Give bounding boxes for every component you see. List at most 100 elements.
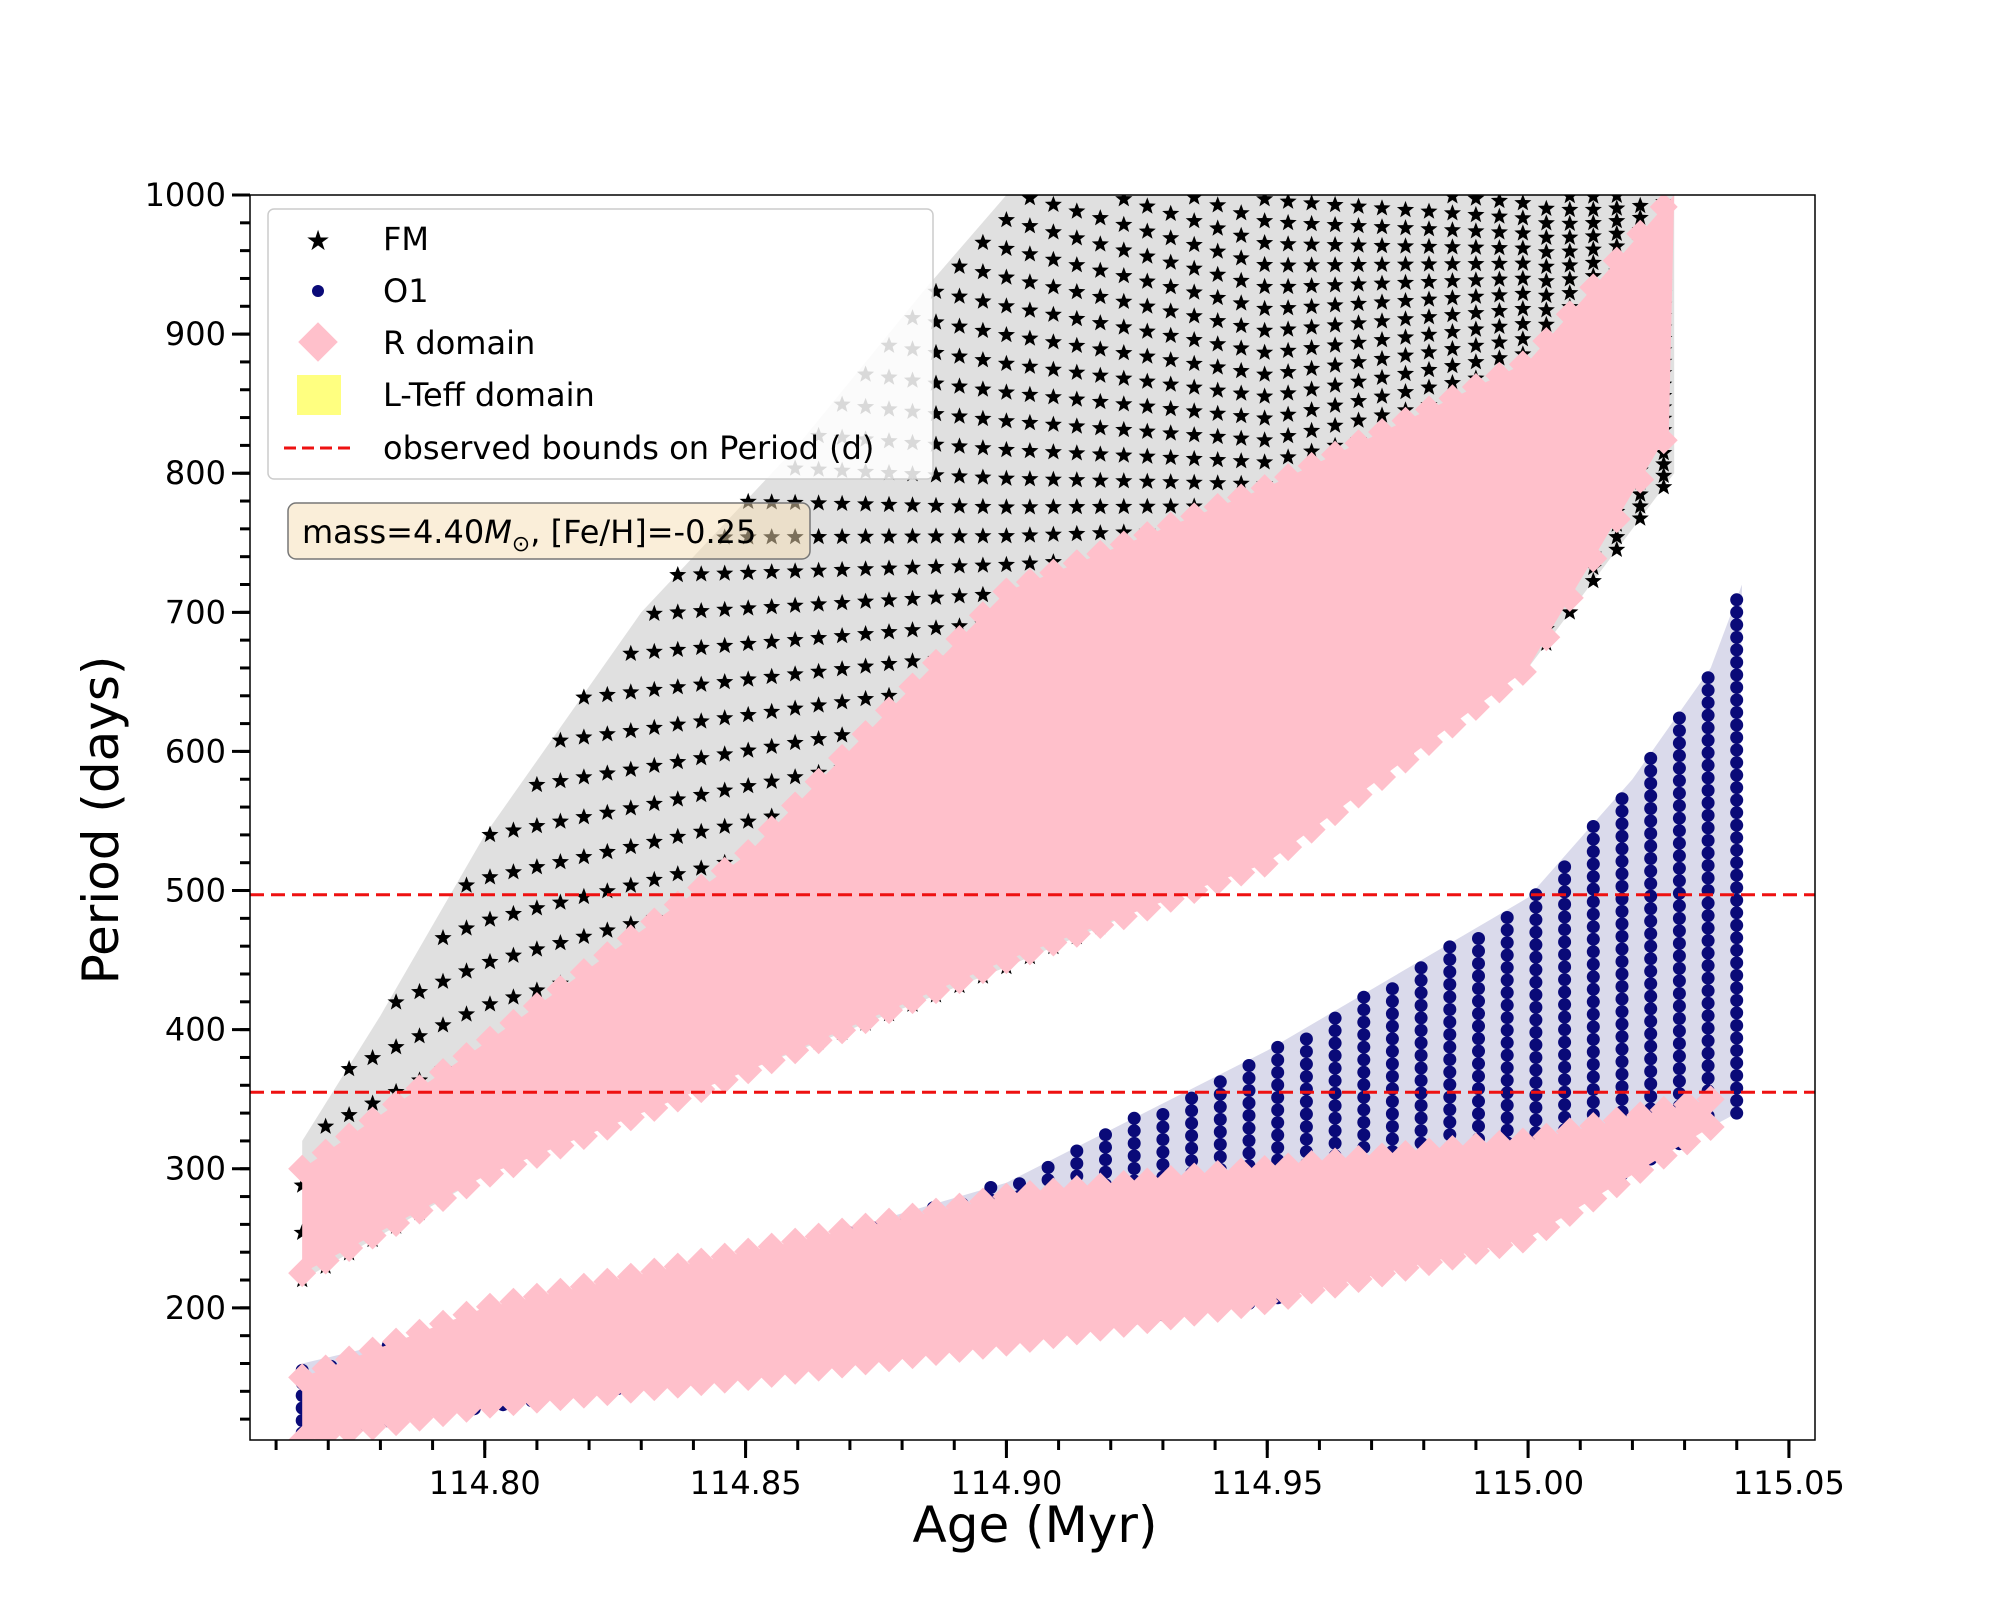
r-domain-diamond: [1673, 1127, 1702, 1156]
r-domain-diamond: [710, 1365, 739, 1394]
o1-point: [1529, 1076, 1543, 1089]
o1-point: [1586, 1007, 1600, 1021]
fm-star: [716, 564, 734, 581]
fm-star: [1068, 390, 1086, 407]
r-domain-diamond: [1649, 1141, 1678, 1170]
fm-star: [1021, 273, 1039, 290]
fm-star: [1373, 387, 1391, 404]
r-domain-diamond: [1485, 1129, 1514, 1158]
plot-frame: [249, 194, 1816, 1441]
fm-star: [1185, 307, 1203, 324]
fm-star: [739, 492, 757, 509]
o1-point: [1500, 1048, 1514, 1062]
o1-point: [1414, 1048, 1428, 1062]
r-domain-diamond: [499, 1008, 528, 1037]
r-domain-diamond: [1250, 474, 1279, 503]
fm-star: [1537, 272, 1555, 289]
r-domain-diamond: [640, 1257, 669, 1286]
annotation-box: mass=4.40M⊙, [Fe/H]=-0.25: [287, 502, 811, 560]
fm-star: [1091, 366, 1109, 383]
r-domain-diamond: [851, 1006, 880, 1035]
o1-point: [1730, 1006, 1744, 1020]
fm-star: [1068, 363, 1086, 380]
o1-point: [1586, 870, 1600, 884]
fm-star: [481, 952, 499, 970]
o1-point: [1529, 963, 1543, 977]
o1-point: [1558, 860, 1572, 874]
r-domain-diamond: [452, 1171, 481, 1200]
fm-star: [1467, 336, 1485, 353]
o1-point: [1472, 1069, 1485, 1083]
fm-star: [340, 1106, 358, 1123]
o1-point: [1644, 914, 1658, 928]
fm-star: [997, 268, 1015, 285]
fm-star: [880, 559, 898, 576]
annotation-suffix: , [Fe/H]=-0.25: [530, 513, 756, 551]
o1-point: [1500, 923, 1514, 937]
fm-star: [1443, 221, 1461, 238]
fm-star: [1350, 333, 1368, 350]
fm-star: [1537, 315, 1555, 332]
o1-point: [1472, 1119, 1485, 1133]
fm-star: [1631, 196, 1649, 214]
r-domain-diamond: [382, 1090, 411, 1119]
o1-point: [1385, 982, 1399, 996]
fm-star: [997, 297, 1015, 314]
fm-star: [1068, 471, 1086, 488]
o1-point: [1385, 1032, 1399, 1046]
fm-star: [997, 555, 1015, 573]
o1-point: [1472, 1007, 1485, 1021]
y-tick-label: 500: [165, 872, 226, 910]
fm-star: [1044, 250, 1062, 267]
o1-point: [1529, 1000, 1543, 1014]
r-domain-diamond: [1461, 372, 1490, 401]
fm-star: [1232, 474, 1250, 491]
o1-point: [1615, 967, 1629, 981]
o1-point: [1414, 1023, 1428, 1037]
fm-star: [1209, 242, 1227, 259]
fm-star: [1185, 331, 1203, 348]
o1-point: [1529, 900, 1543, 914]
fm-star: [692, 602, 710, 619]
fm-star: [1068, 229, 1086, 246]
o1-point: [1615, 854, 1629, 868]
fm-star: [1091, 209, 1109, 226]
o1-point: [1299, 1057, 1313, 1071]
fm-star: [974, 292, 992, 309]
o1-point: [1672, 1049, 1686, 1063]
fm-star: [950, 587, 968, 604]
fm-star: [1490, 302, 1508, 319]
o1-point: [1558, 910, 1572, 924]
fm-star: [1209, 427, 1227, 445]
fm-star: [1232, 407, 1250, 424]
fm-star: [1232, 316, 1250, 334]
o1-point: [1586, 1057, 1600, 1071]
o1-point: [1615, 1005, 1629, 1019]
fm-star: [1256, 387, 1274, 404]
r-domain-diamond: [382, 1408, 411, 1437]
fm-star: [1396, 292, 1415, 309]
fm-star: [598, 842, 616, 860]
o1-point: [1328, 1036, 1342, 1050]
r-domain-diamond: [1438, 1242, 1467, 1271]
r-domain-diamond: [311, 1246, 340, 1275]
o1-point: [1730, 968, 1744, 982]
fm-star: [786, 630, 804, 648]
r-domain-diamond: [311, 1354, 340, 1383]
fm-star: [1445, 195, 1460, 204]
r-domain-diamond: [1461, 1236, 1490, 1265]
fm-star: [1443, 255, 1461, 272]
legend-frame: [267, 208, 934, 480]
r-domain-diamond: [1508, 1127, 1537, 1156]
o1-point: [1558, 1098, 1572, 1112]
fm-star: [1490, 349, 1508, 366]
fm-star: [786, 596, 804, 613]
r-domain-diamond: [1180, 1298, 1209, 1327]
o1-point: [1558, 1060, 1572, 1074]
r-domain-diamond: [1485, 675, 1514, 704]
fm-star: [1068, 498, 1086, 515]
o1-point: [1558, 1035, 1572, 1049]
o1-point: [1156, 1158, 1170, 1172]
fm-star: [1467, 304, 1485, 321]
o1-point: [1644, 952, 1658, 966]
